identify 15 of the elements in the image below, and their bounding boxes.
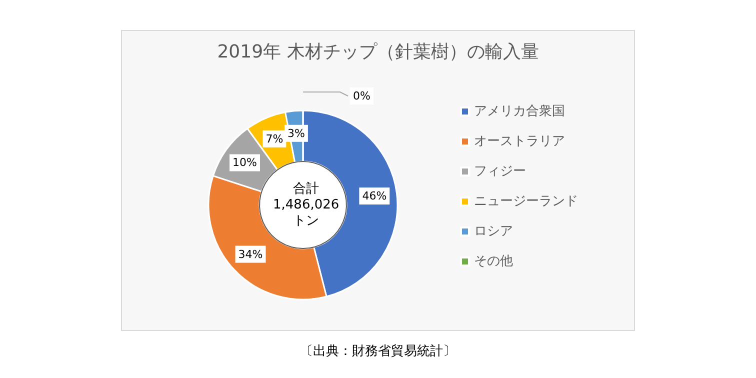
data-label: 7% [266,132,284,146]
data-label: 3% [288,126,305,140]
data-label: 10% [232,156,257,170]
text: 0% [353,90,370,102]
legend-label: フィジー [474,164,526,179]
data-label: 46% [362,189,387,202]
legend-label: その他 [474,254,513,269]
text: 〔出典：財務省貿易統計〕 [300,344,456,359]
legend-label: ロシア [474,224,513,239]
chart-title: 2019年 木材チップ（針葉樹）の輸入量 [217,42,539,62]
legend-label: アメリカ合衆国 [474,104,565,119]
legend-label: オーストラリア [474,134,565,149]
data-label: 34% [238,248,263,261]
text: 合計 1,486,026 トン [272,182,340,228]
legend-label: ニュージーランド [474,194,578,209]
